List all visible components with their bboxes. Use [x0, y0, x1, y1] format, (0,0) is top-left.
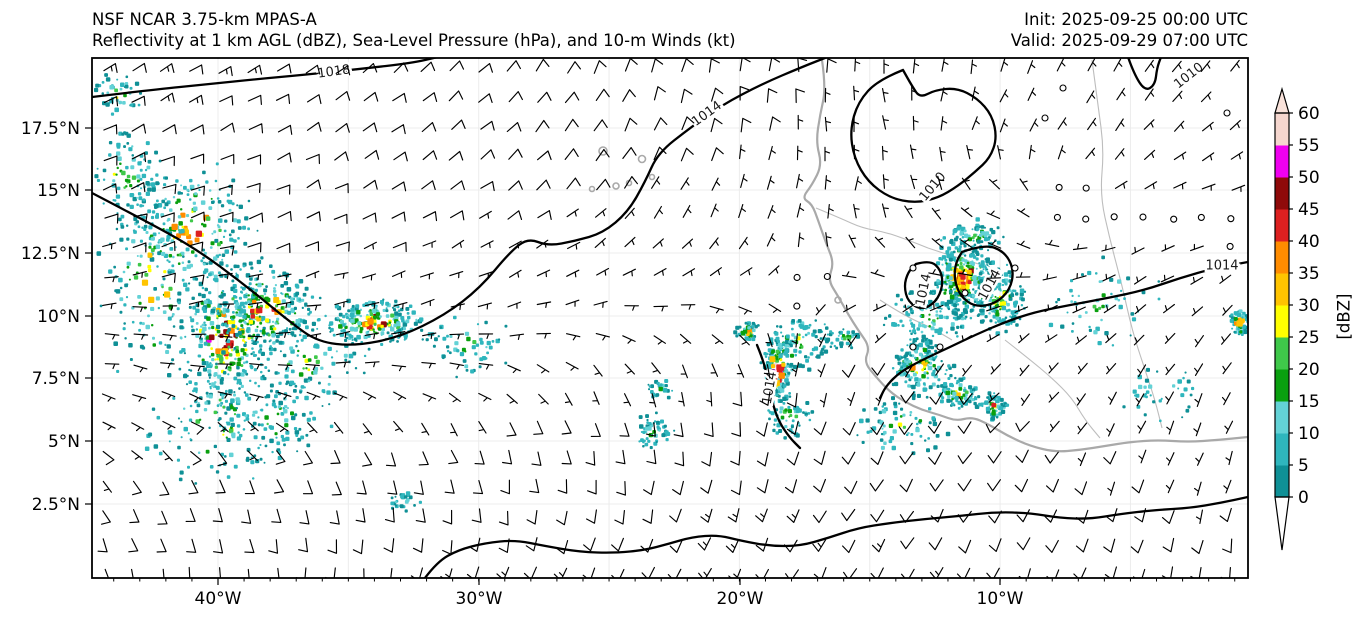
country-border: [1091, 59, 1163, 429]
isobar-label: 1014: [689, 98, 725, 130]
y-tick-label: 10°N: [37, 307, 80, 327]
isobar-line: [850, 68, 997, 203]
x-tick-label: 30°W: [456, 589, 503, 609]
x-tick-label: 40°W: [195, 589, 242, 609]
country-border: [1004, 339, 1101, 439]
axes-frame: 40°W 30°W 20°W 10°W 17.5°N 15°N 12.5°N 10°N 7.5°…: [21, 57, 1249, 609]
colorbar-over-arrow: [1274, 86, 1290, 114]
calm-wind-circle: [936, 343, 944, 351]
map-frame: [91, 57, 1249, 579]
isobar-line: [903, 261, 944, 310]
island-outline: [648, 173, 656, 181]
reflectivity-layer: [92, 73, 1248, 513]
calm-wind-circle: [961, 289, 969, 297]
isobar-line: [1127, 58, 1162, 90]
colorbar-tick-label: 55: [1298, 136, 1320, 156]
colorbar-tick-label: 20: [1298, 360, 1320, 380]
y-tick-label: 15°N: [37, 181, 80, 201]
colorbar-tick-label: 40: [1298, 232, 1320, 252]
y-tick-label: 2.5°N: [32, 495, 80, 515]
colorbar-tick-label: 45: [1298, 200, 1320, 220]
island-outline: [588, 185, 596, 193]
calm-wind-circle: [1011, 264, 1019, 272]
calm-wind-circle: [909, 264, 917, 272]
isobar-label: 1014: [1205, 259, 1238, 274]
y-tick-label: 7.5°N: [32, 369, 80, 389]
x-tick-label: 20°W: [717, 589, 764, 609]
y-tick-label: 5°N: [48, 432, 80, 452]
figure-title-block: NSF NCAR 3.75-km MPAS-A Reflectivity at …: [92, 9, 736, 51]
calm-wind-circle: [909, 343, 917, 351]
graticule: [92, 58, 1248, 578]
colorbar-tick-label: 0: [1298, 488, 1309, 508]
isobar-line: [878, 260, 1248, 400]
isobar-line: [953, 245, 1014, 307]
island-outline: [612, 182, 620, 190]
colorbar-tick-label: 30: [1298, 296, 1320, 316]
isobar-label: 1018: [317, 62, 352, 81]
y-tick-label: 12.5°N: [21, 244, 80, 264]
island-outline: [637, 154, 647, 164]
colorbar-tick-label: 15: [1298, 392, 1320, 412]
isobar-line: [423, 495, 1248, 578]
island-outline: [598, 146, 608, 156]
colorbar-tick-label: 5: [1298, 456, 1309, 476]
y-tick-label: 17.5°N: [21, 119, 80, 139]
colorbar: 0 5 10 15 20 25 30 35 40 45 50 55 60: [1274, 86, 1320, 551]
x-tick-label: 10°W: [977, 589, 1024, 609]
colorbar-tick-label: 35: [1298, 264, 1320, 284]
isobar-label: 1014: [760, 370, 781, 405]
isobar-label: 1010: [1171, 60, 1206, 92]
field-subtitle: Reflectivity at 1 km AGL (dBZ), Sea-Leve…: [92, 31, 736, 50]
init-time: Init: 2025-09-25 00:00 UTC: [1024, 10, 1248, 29]
figure-time-block: Init: 2025-09-25 00:00 UTC Valid: 2025-0…: [1011, 9, 1248, 51]
colorbar-under-arrow: [1274, 496, 1290, 551]
colorbar-tick-label: 60: [1298, 104, 1320, 124]
calm-wind-circle: [1059, 84, 1067, 92]
island-outline: [834, 296, 842, 304]
calm-wind-circle: [1041, 114, 1049, 122]
colorbar-tick-label: 50: [1298, 168, 1320, 188]
model-title: NSF NCAR 3.75-km MPAS-A: [92, 10, 317, 29]
isobar-line: [92, 58, 439, 99]
calm-wind-circle: [1223, 109, 1231, 117]
colorbar-axis-label: [dBZ]: [1334, 293, 1354, 340]
wind-barb-layer: [97, 58, 1246, 578]
isobar-line: [92, 58, 829, 346]
colorbar-tick-label: 25: [1298, 328, 1320, 348]
africa-coastline: [803, 59, 1248, 453]
isobar-line: [755, 343, 802, 450]
valid-time: Valid: 2025-09-29 07:00 UTC: [1010, 31, 1248, 50]
colorbar-tick-label: 10: [1298, 424, 1320, 444]
country-border: [815, 207, 929, 249]
coastlines: [588, 59, 1248, 453]
